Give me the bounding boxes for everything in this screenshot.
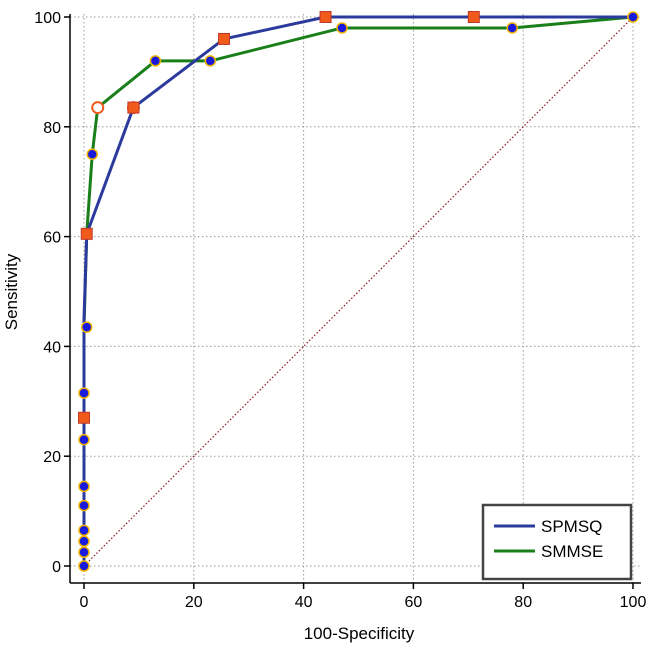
smmse-point-1 <box>78 546 90 559</box>
spmsq-point-5 <box>467 11 480 23</box>
smmse-point-11 <box>91 101 105 115</box>
axes <box>69 14 641 584</box>
x-tick-label-0: 0 <box>80 594 89 611</box>
tick-labels: 0 20 40 60 80 100 0 20 40 60 80 100 <box>34 10 646 611</box>
smmse-point-2 <box>78 535 90 548</box>
x-tick-label-20: 20 <box>185 594 203 611</box>
legend-box <box>481 503 633 581</box>
x-axis-title: 100-Specificity <box>304 624 415 643</box>
smmse-point-4 <box>78 499 90 512</box>
y-axis-title: Sensitivity <box>2 253 21 330</box>
smmse-point-7 <box>78 387 90 399</box>
legend-label-spmsq: SPMSQ <box>541 517 602 536</box>
smmse-point-15 <box>336 22 348 34</box>
smmse-point-10 <box>86 148 98 160</box>
x-tick-label-40: 40 <box>295 594 313 611</box>
smmse-point-8 <box>80 321 93 333</box>
spmsq-point-4 <box>319 11 332 23</box>
x-tick-label-60: 60 <box>405 594 423 611</box>
x-tick-label-100: 100 <box>620 594 647 611</box>
spmsq-point-3 <box>217 32 230 45</box>
smmse-point-17 <box>627 11 639 23</box>
y-tick-label-60: 60 <box>43 230 61 247</box>
legend-label-smmse: SMMSE <box>541 542 603 561</box>
y-tick-label-20: 20 <box>43 449 61 466</box>
spmsq-point-2 <box>127 101 140 114</box>
smmse-point-16 <box>506 22 518 34</box>
legend: SPMSQ SMMSE <box>481 503 633 581</box>
spmsq-point-1 <box>80 227 93 240</box>
y-tick-label-40: 40 <box>43 339 61 356</box>
spmsq-point-0 <box>78 411 90 424</box>
x-tick-label-80: 80 <box>514 594 532 611</box>
smmse-point-6 <box>78 433 90 446</box>
y-tick-label-0: 0 <box>52 559 61 576</box>
y-tick-label-80: 80 <box>43 120 61 137</box>
smmse-point-13 <box>149 55 162 67</box>
smmse-point-14 <box>204 55 217 67</box>
smmse-point-0 <box>78 560 90 572</box>
smmse-point-3 <box>78 524 90 537</box>
smmse-point-5 <box>78 480 90 493</box>
data-markers <box>78 11 639 572</box>
y-tick-label-100: 100 <box>34 10 61 27</box>
